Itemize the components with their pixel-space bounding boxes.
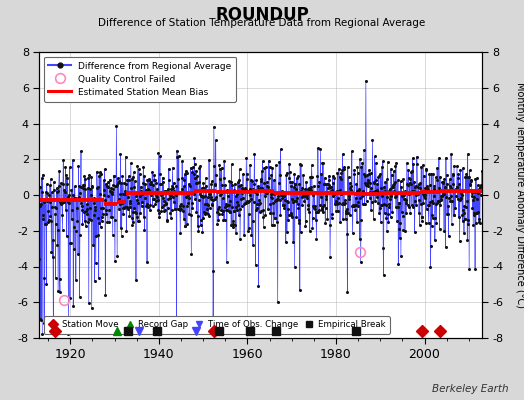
Legend: Station Move, Record Gap, Time of Obs. Change, Empirical Break: Station Move, Record Gap, Time of Obs. C…	[43, 316, 390, 334]
Y-axis label: Monthly Temperature Anomaly Difference (°C): Monthly Temperature Anomaly Difference (…	[515, 82, 524, 308]
Text: Difference of Station Temperature Data from Regional Average: Difference of Station Temperature Data f…	[99, 18, 425, 28]
Text: ROUNDUP: ROUNDUP	[215, 6, 309, 24]
Text: Berkeley Earth: Berkeley Earth	[432, 384, 508, 394]
